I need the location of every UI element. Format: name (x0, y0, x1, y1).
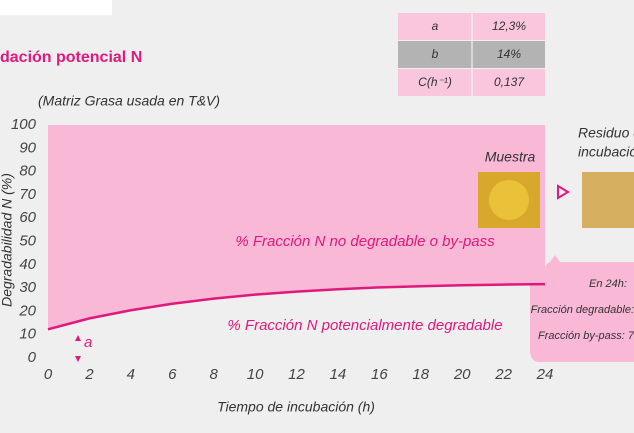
annotation: a (84, 334, 92, 351)
y-tick-label: 0 (28, 349, 37, 366)
subtitle: (Matriz Grasa usada en T&V) (38, 93, 220, 109)
y-axis-label: Degradabilidad N (%) (0, 173, 15, 307)
x-tick-label: 18 (412, 366, 429, 383)
y-tick-label: 90 (19, 139, 36, 156)
x-tick-label: 20 (453, 366, 471, 383)
annotation: incubació (578, 144, 634, 160)
chart-title: dación potencial N (0, 49, 142, 66)
residue-image (582, 172, 634, 228)
x-tick-label: 8 (209, 366, 218, 383)
callout-bubble (530, 255, 634, 362)
x-tick-label: 12 (288, 366, 305, 383)
annotation: % Fracción N potencialmente degradable (227, 317, 502, 334)
x-tick-label: 24 (536, 366, 554, 383)
table-key: b (432, 47, 439, 61)
bypass-area (48, 125, 545, 330)
x-tick-label: 14 (330, 366, 347, 383)
x-tick-label: 6 (168, 366, 177, 383)
y-tick-label: 80 (19, 163, 36, 180)
table-key: C(h⁻¹) (418, 75, 452, 89)
y-tick-label: 70 (19, 186, 36, 203)
y-tick-label: 40 (19, 256, 36, 273)
x-tick-label: 2 (84, 366, 94, 383)
x-tick-label: 22 (494, 366, 512, 383)
top-patch (0, 0, 112, 15)
x-tick-label: 0 (44, 366, 53, 383)
table-value: 12,3% (492, 19, 526, 33)
annotation: % Fracción N no degradable o by-pass (235, 233, 495, 250)
y-tick-label: 50 (19, 232, 36, 249)
annotation: Muestra (485, 149, 536, 165)
curve (47, 282, 546, 331)
y-tick-label: 20 (18, 302, 36, 319)
y-tick-label: 30 (19, 279, 36, 296)
table-key: a (432, 19, 439, 33)
x-tick-label: 10 (247, 366, 264, 383)
arrow (557, 184, 570, 200)
y-tick-label: 10 (19, 326, 36, 343)
x-tick-label: 4 (127, 366, 135, 383)
sample-image-detail (489, 180, 529, 220)
a-arrows (75, 335, 81, 362)
table-value: 14% (497, 47, 521, 61)
annotation: Residuo d (578, 125, 634, 141)
x-tick-label: 16 (371, 366, 388, 383)
callout-text: Fracción by-pass: 7 (538, 330, 634, 342)
callout-text: En 24h: (589, 278, 627, 290)
table-value: 0,137 (494, 75, 525, 89)
x-axis-label: Tiempo de incubación (h) (217, 399, 375, 415)
callout-text: Fracción degradable: (531, 304, 634, 316)
y-tick-label: 60 (19, 209, 36, 226)
y-tick-label: 100 (11, 116, 37, 133)
